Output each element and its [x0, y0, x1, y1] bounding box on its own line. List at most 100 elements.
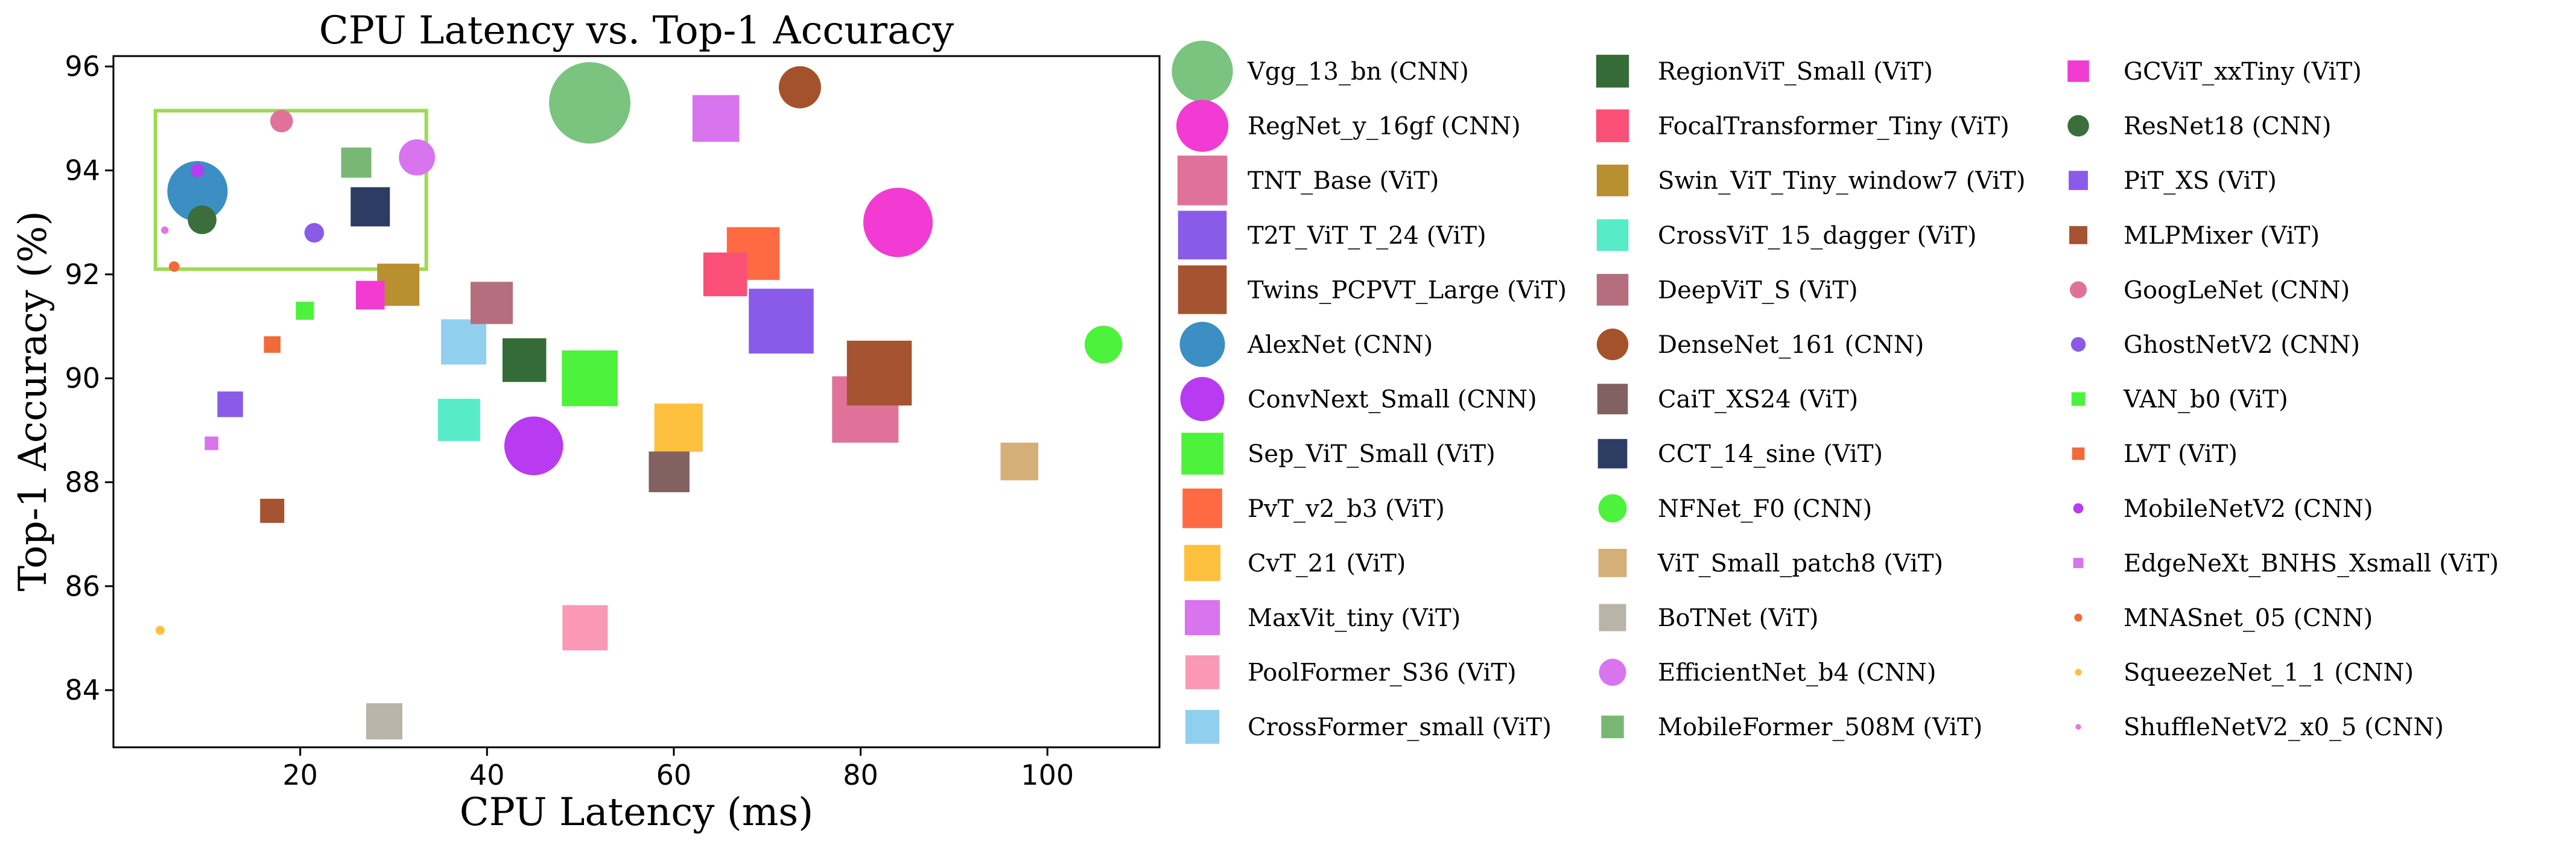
legend-label: EfficientNet_b4 (CNN): [1658, 659, 1936, 687]
legend-label: EdgeNeXt_BNHS_Xsmall (ViT): [2124, 549, 2499, 577]
legend-entry-mnasnet-05-cnn: MNASnet_05 (CNN): [2074, 604, 2373, 632]
x-tick-label: 40: [469, 759, 505, 791]
legend-entry-resnet18-cnn: ResNet18 (CNN): [2067, 113, 2332, 141]
legend-marker: [1598, 494, 1627, 523]
legend-entry-crossformer-small-vit: CrossFormer_small (ViT): [1185, 710, 1552, 744]
point-twins-pcpvt-large-vit: [846, 340, 912, 406]
legend-entry-densenet-161-cnn: DenseNet_161 (CNN): [1596, 328, 1924, 361]
point-regnet-y-16gf-cnn: [863, 188, 933, 258]
legend-label: ResNet18 (CNN): [2124, 113, 2332, 141]
legend-entry-poolformer-s36-vit: PoolFormer_S36 (ViT): [1185, 655, 1517, 689]
legend-entry-cct-14-sine-vit: CCT_14_sine (ViT): [1597, 438, 1883, 469]
legend-entry-twins-pcpvt-large-vit: Twins_PCPVT_Large (ViT): [1178, 265, 1567, 314]
legend-label: MaxVit_tiny (ViT): [1248, 604, 1461, 632]
legend-label: GCViT_xxTiny (ViT): [2124, 58, 2362, 86]
x-tick-label: 80: [843, 759, 878, 791]
legend-marker: [1184, 545, 1220, 581]
legend-label: CrossViT_15_dagger (ViT): [1658, 222, 1976, 250]
legend: Vgg_13_bn (CNN) RegNet_y_16gf (CNN) TNT_Ba…: [1172, 40, 2499, 744]
legend-marker: [1177, 155, 1228, 206]
legend-label: PiT_XS (ViT): [2124, 167, 2277, 195]
legend-entry-edgenext-bnhs-xsmall-vit: EdgeNeXt_BNHS_Xsmall (ViT): [2073, 549, 2499, 577]
legend-label: GhostNetV2 (CNN): [2124, 331, 2360, 359]
legend-marker: [1176, 100, 1229, 152]
legend-entry-mobileformer-508m-vit: MobileFormer_508M (ViT): [1601, 714, 1982, 741]
legend-label: Vgg_13_bn (CNN): [1247, 58, 1469, 86]
legend-label: FocalTransformer_Tiny (ViT): [1658, 113, 2010, 141]
legend-entry-vgg-13-bn-cnn: Vgg_13_bn (CNN): [1172, 40, 1469, 102]
point-shufflenetv2-x0-5-cnn: [160, 226, 169, 234]
legend-marker: [1599, 604, 1626, 631]
legend-label: MobileNetV2 (CNN): [2124, 495, 2373, 523]
x-tick-label: 20: [282, 759, 318, 791]
legend-entry-mlpmixer-vit: MLPMixer (ViT): [2069, 222, 2320, 250]
legend-marker: [2069, 281, 2087, 299]
legend-entry-nfnet-f0-cnn: NFNet_F0 (CNN): [1598, 494, 1872, 523]
point-deepvit-s-vit: [471, 282, 513, 324]
legend-label: GoogLeNet (CNN): [2124, 276, 2350, 304]
legend-label: CrossFormer_small (ViT): [1248, 714, 1552, 741]
legend-label: MNASnet_05 (CNN): [2124, 604, 2373, 632]
legend-marker: [2075, 668, 2082, 676]
point-efficientnet-b4-cnn: [399, 139, 436, 176]
legend-entry-t2t-vit-t-24-vit: T2T_ViT_T_24 (ViT): [1178, 210, 1486, 260]
legend-label: PoolFormer_S36 (ViT): [1248, 659, 1517, 687]
legend-entry-squeezenet-1-1-cnn: SqueezeNet_1_1 (CNN): [2075, 659, 2414, 687]
point-mobilenetv2-cnn: [191, 163, 205, 177]
legend-label: T2T_ViT_T_24 (ViT): [1248, 222, 1486, 250]
legend-marker: [1596, 164, 1629, 197]
legend-marker: [2072, 447, 2085, 460]
x-tick-label: 100: [1021, 759, 1074, 791]
point-gcvit-xxtiny-vit: [356, 280, 385, 310]
y-tick-label: 96: [65, 50, 100, 83]
legend-entry-focaltransformer-tiny-vit: FocalTransformer_Tiny (ViT): [1596, 109, 2010, 142]
legend-marker: [1184, 600, 1220, 636]
legend-entry-cait-xs24-vit: CaiT_XS24 (ViT): [1597, 384, 1858, 414]
point-cvt-21-vit: [654, 404, 703, 452]
legend-marker: [1181, 432, 1223, 475]
point-crossformer-small-vit: [441, 319, 487, 365]
legend-entry-crossvit-15-dagger-vit: CrossViT_15_dagger (ViT): [1596, 219, 1976, 252]
legend-label: MLPMixer (ViT): [2124, 222, 2320, 250]
legend-entry-efficientnet-b4-cnn: EfficientNet_b4 (CNN): [1599, 659, 1936, 687]
point-focaltransformer-tiny-vit: [703, 252, 747, 297]
legend-marker: [1597, 438, 1628, 469]
y-tick-label: 90: [65, 362, 100, 394]
legend-label: ShuffleNetV2_x0_5 (CNN): [2124, 714, 2444, 741]
legend-label: LVT (ViT): [2124, 440, 2238, 468]
legend-marker: [1185, 710, 1220, 744]
legend-marker: [2073, 557, 2084, 568]
point-cait-xs24-vit: [649, 451, 690, 493]
legend-entry-pit-xs-vit: PiT_XS (ViT): [2069, 167, 2277, 195]
legend-marker: [2069, 226, 2087, 244]
legend-label: TNT_Base (ViT): [1248, 167, 1439, 195]
legend-label: VAN_b0 (ViT): [2123, 386, 2288, 414]
legend-label: ViT_Small_patch8 (ViT): [1657, 549, 1943, 577]
legend-entry-vit-small-patch8-vit: ViT_Small_patch8 (ViT): [1598, 548, 1943, 577]
axis-ticks: 20 40 60 80 100 84 86 88 90 92 94 96: [65, 50, 1074, 791]
legend-entry-cvt-21-vit: CvT_21 (ViT): [1184, 545, 1406, 581]
legend-marker: [2070, 337, 2086, 352]
legend-entry-botnet-vit: BoTNet (ViT): [1599, 604, 1818, 632]
legend-marker: [2069, 171, 2088, 191]
plot-frame: [112, 55, 1161, 748]
point-ghostnetv2-cnn: [304, 223, 325, 243]
point-pit-xs-vit: [217, 391, 243, 417]
legend-marker: [1180, 377, 1225, 422]
legend-marker: [1598, 548, 1627, 577]
legend-entry-pvt-v2-b3-vit: PvT_v2_b3 (ViT): [1182, 488, 1445, 528]
legend-label: MobileFormer_508M (ViT): [1658, 714, 1982, 741]
legend-marker: [1178, 210, 1227, 260]
y-tick-label: 94: [65, 154, 100, 187]
legend-label: ConvNext_Small (CNN): [1248, 386, 1537, 414]
legend-label: CvT_21 (ViT): [1248, 549, 1406, 577]
legend-entry-mobilenetv2-cnn: MobileNetV2 (CNN): [2073, 495, 2373, 523]
legend-marker: [1596, 328, 1629, 361]
legend-entry-regionvit-small-vit: RegionViT_Small (ViT): [1596, 54, 1933, 88]
legend-entry-alexnet-cnn: AlexNet (CNN): [1179, 321, 1433, 367]
legend-entry-googlenet-cnn: GoogLeNet (CNN): [2069, 276, 2350, 304]
legend-label: SqueezeNet_1_1 (CNN): [2124, 659, 2414, 687]
legend-entry-tnt-base-vit: TNT_Base (ViT): [1177, 155, 1439, 206]
legend-entry-regnet-y-16gf-cnn: RegNet_y_16gf (CNN): [1176, 100, 1521, 152]
